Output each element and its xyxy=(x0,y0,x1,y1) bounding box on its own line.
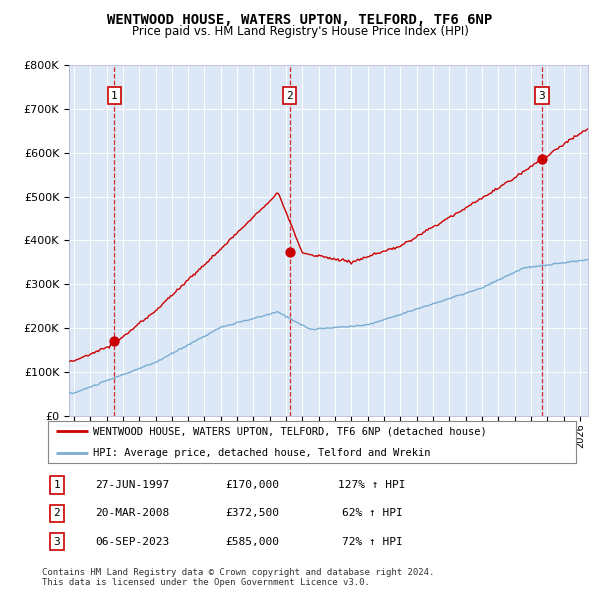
Text: WENTWOOD HOUSE, WATERS UPTON, TELFORD, TF6 6NP: WENTWOOD HOUSE, WATERS UPTON, TELFORD, T… xyxy=(107,13,493,27)
Text: 1: 1 xyxy=(111,91,118,101)
Text: £372,500: £372,500 xyxy=(225,509,279,518)
Text: Price paid vs. HM Land Registry's House Price Index (HPI): Price paid vs. HM Land Registry's House … xyxy=(131,25,469,38)
Text: HPI: Average price, detached house, Telford and Wrekin: HPI: Average price, detached house, Telf… xyxy=(93,448,430,457)
Text: WENTWOOD HOUSE, WATERS UPTON, TELFORD, TF6 6NP (detached house): WENTWOOD HOUSE, WATERS UPTON, TELFORD, T… xyxy=(93,427,487,436)
Point xyxy=(285,248,295,257)
Point xyxy=(537,155,547,164)
Text: 1: 1 xyxy=(53,480,61,490)
Text: 2: 2 xyxy=(286,91,293,101)
Point xyxy=(110,337,119,346)
Text: 127% ↑ HPI: 127% ↑ HPI xyxy=(338,480,406,490)
Text: 62% ↑ HPI: 62% ↑ HPI xyxy=(341,509,403,518)
Text: Contains HM Land Registry data © Crown copyright and database right 2024.
This d: Contains HM Land Registry data © Crown c… xyxy=(42,568,434,587)
Text: 3: 3 xyxy=(53,537,61,546)
Text: 20-MAR-2008: 20-MAR-2008 xyxy=(95,509,169,518)
Text: £170,000: £170,000 xyxy=(225,480,279,490)
Text: 72% ↑ HPI: 72% ↑ HPI xyxy=(341,537,403,546)
Text: 2: 2 xyxy=(53,509,61,518)
Text: 3: 3 xyxy=(539,91,545,101)
Text: 06-SEP-2023: 06-SEP-2023 xyxy=(95,537,169,546)
Text: 27-JUN-1997: 27-JUN-1997 xyxy=(95,480,169,490)
Text: £585,000: £585,000 xyxy=(225,537,279,546)
